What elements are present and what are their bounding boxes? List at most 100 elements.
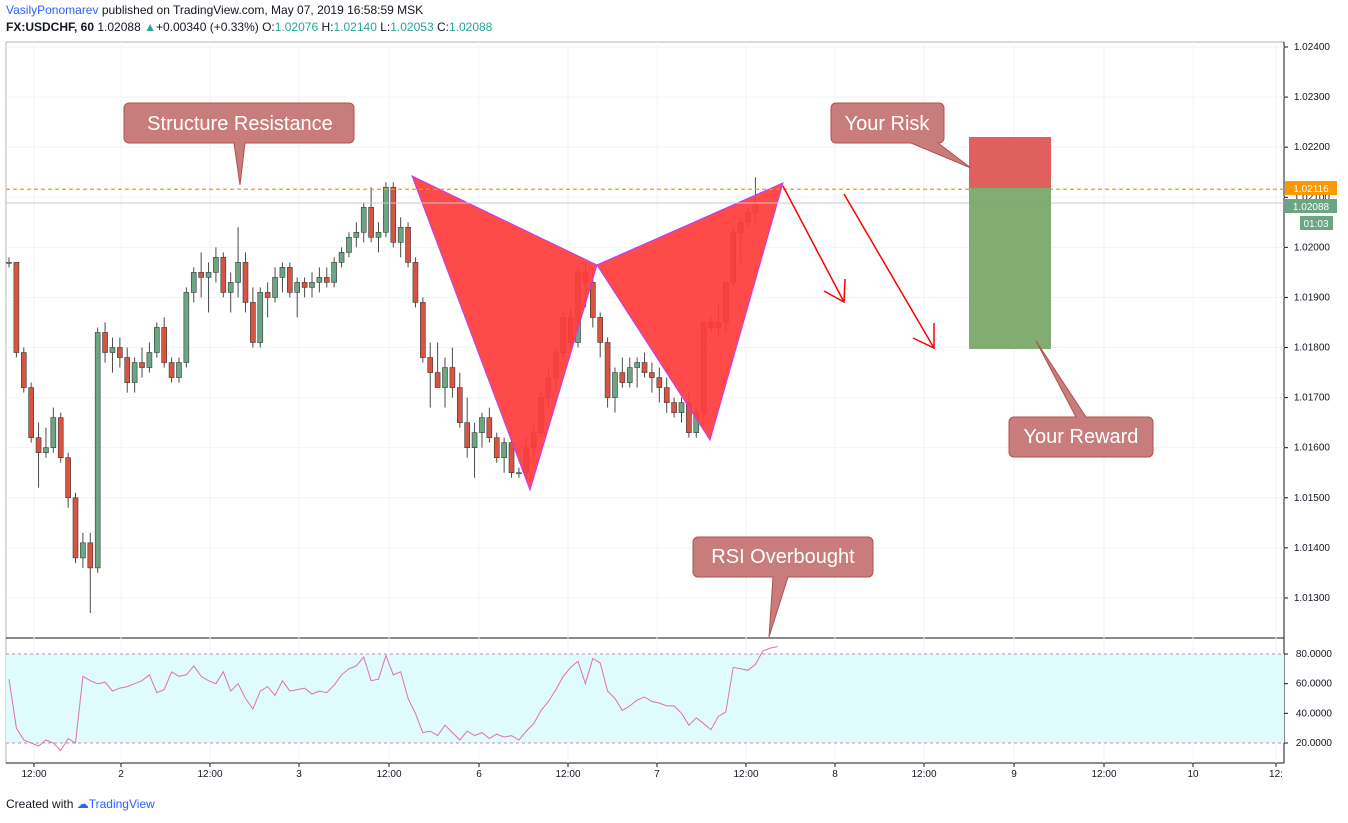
close-value: 1.02088 — [448, 20, 493, 34]
candle-body — [368, 206, 374, 238]
candle-body — [479, 417, 485, 433]
price-change: +0.00340 (+0.33%) — [155, 20, 259, 34]
published-text: published on TradingView.com, May 07, 20… — [101, 3, 424, 17]
your-risk-label: Your Risk — [845, 113, 931, 135]
time-tick-label: 9 — [1011, 769, 1017, 780]
candle-body — [405, 227, 411, 263]
candle-body — [80, 542, 86, 559]
candle-body — [397, 227, 404, 243]
price-tick-label: 1.01900 — [1294, 292, 1331, 303]
candle-body — [516, 472, 522, 475]
candle-body — [198, 272, 204, 278]
time-tick-label: 3 — [296, 769, 302, 780]
candle-body — [649, 372, 655, 378]
symbol-line: FX:USDCHF, 60 1.02088 ▲+0.00340 (+0.33%)… — [6, 19, 1336, 36]
rsi-line — [8, 646, 778, 752]
rsi-overbought-label: RSI Overbought — [711, 546, 855, 568]
callout-your-risk[interactable]: Your Risk — [830, 102, 972, 169]
candle-body — [493, 437, 500, 458]
author-link[interactable]: VasilyPonomarev — [6, 3, 99, 17]
candle-body — [360, 206, 367, 233]
rsi-band — [6, 654, 1284, 743]
price-tick-label: 1.02200 — [1294, 142, 1331, 153]
structure-resistance-label: Structure Resistance — [147, 113, 333, 135]
candle-body — [213, 257, 219, 273]
candle-body — [242, 262, 249, 303]
candle-body — [20, 352, 27, 388]
svg-text:1.02088: 1.02088 — [1293, 202, 1330, 213]
candle-body — [154, 327, 160, 353]
price-tick-label: 1.02100 — [1294, 192, 1331, 203]
time-tick-label: 12:00 — [1091, 769, 1116, 780]
candle-body — [604, 342, 611, 398]
candle-body — [641, 362, 648, 373]
candle-body — [272, 277, 278, 298]
candle-body — [456, 387, 463, 423]
time-tick-label: 12:00 — [376, 769, 401, 780]
publish-line: VasilyPonomarev published on TradingView… — [6, 2, 1336, 19]
candle-body — [205, 272, 212, 278]
candle-body — [508, 442, 515, 474]
price-tick-label: 1.01300 — [1294, 593, 1331, 604]
tradingview-link[interactable]: TradingView — [88, 797, 155, 811]
candle-body — [331, 262, 337, 283]
pattern-xb-line — [596, 182, 784, 266]
candle-body — [590, 282, 596, 318]
resistance-price-tag: 1.02116 — [1285, 181, 1337, 195]
candle-body — [65, 457, 71, 499]
candle-body — [338, 252, 345, 263]
price-tick-label: 1.02400 — [1294, 42, 1331, 53]
open-value: 1.02076 — [274, 20, 319, 34]
candle-body — [619, 372, 626, 383]
candle-body — [301, 282, 308, 288]
candle-body — [464, 422, 470, 448]
candle-body — [257, 292, 264, 343]
candle-body — [250, 302, 256, 343]
candle-body — [323, 277, 330, 283]
price-tick-label: 1.01700 — [1294, 393, 1331, 404]
candle-body — [35, 437, 42, 453]
time-tick-label: 10 — [1187, 769, 1199, 780]
callout-structure-resistance[interactable]: Structure Resistance — [123, 102, 355, 186]
rsi-tick-label: 80.0000 — [1296, 649, 1333, 660]
callout-rsi-overbought[interactable]: RSI Overbought — [692, 536, 874, 638]
price-tick-label: 1.01400 — [1294, 543, 1331, 554]
svg-text:01:03: 01:03 — [1303, 219, 1328, 230]
last-price-tag: 1.02088 — [1285, 199, 1337, 213]
candle-body — [671, 402, 677, 413]
candle-body — [72, 497, 79, 559]
candle-body — [183, 292, 190, 363]
chart-header: VasilyPonomarev published on TradingView… — [6, 2, 1336, 36]
pattern-right-triangle — [596, 182, 784, 442]
candle-body — [168, 362, 175, 378]
countdown-tag: 01:03 — [1300, 216, 1333, 230]
close-label: C: — [436, 20, 449, 34]
time-tick-label: 12: — [1269, 769, 1283, 780]
symbol-label: FX:USDCHF, 60 — [6, 20, 95, 34]
candle-body — [449, 367, 456, 388]
callout-your-reward[interactable]: Your Reward — [1008, 340, 1154, 458]
candle-body — [220, 257, 227, 293]
candle-body — [139, 362, 145, 368]
candle-body — [131, 362, 138, 383]
candle-body — [656, 377, 663, 388]
candle-body — [412, 262, 419, 303]
rsi-tick-label: 60.0000 — [1296, 679, 1333, 690]
candle-body — [383, 186, 389, 233]
time-tick-label: 8 — [832, 769, 838, 780]
candle-body — [146, 352, 153, 368]
svg-text:1.02116: 1.02116 — [1293, 184, 1329, 195]
price-tick-label: 1.01500 — [1294, 493, 1331, 504]
candle-body — [501, 442, 507, 458]
time-tick-label: 12:00 — [911, 769, 936, 780]
candle-body — [442, 367, 448, 388]
candle-body — [346, 237, 352, 253]
candle-body — [57, 417, 64, 458]
candle-body — [612, 372, 618, 398]
candle-body — [87, 542, 94, 569]
time-tick-label: 12:00 — [197, 769, 222, 780]
your-reward-label: Your Reward — [1024, 426, 1139, 448]
candle-body — [117, 347, 123, 358]
low-label: L: — [380, 20, 391, 34]
